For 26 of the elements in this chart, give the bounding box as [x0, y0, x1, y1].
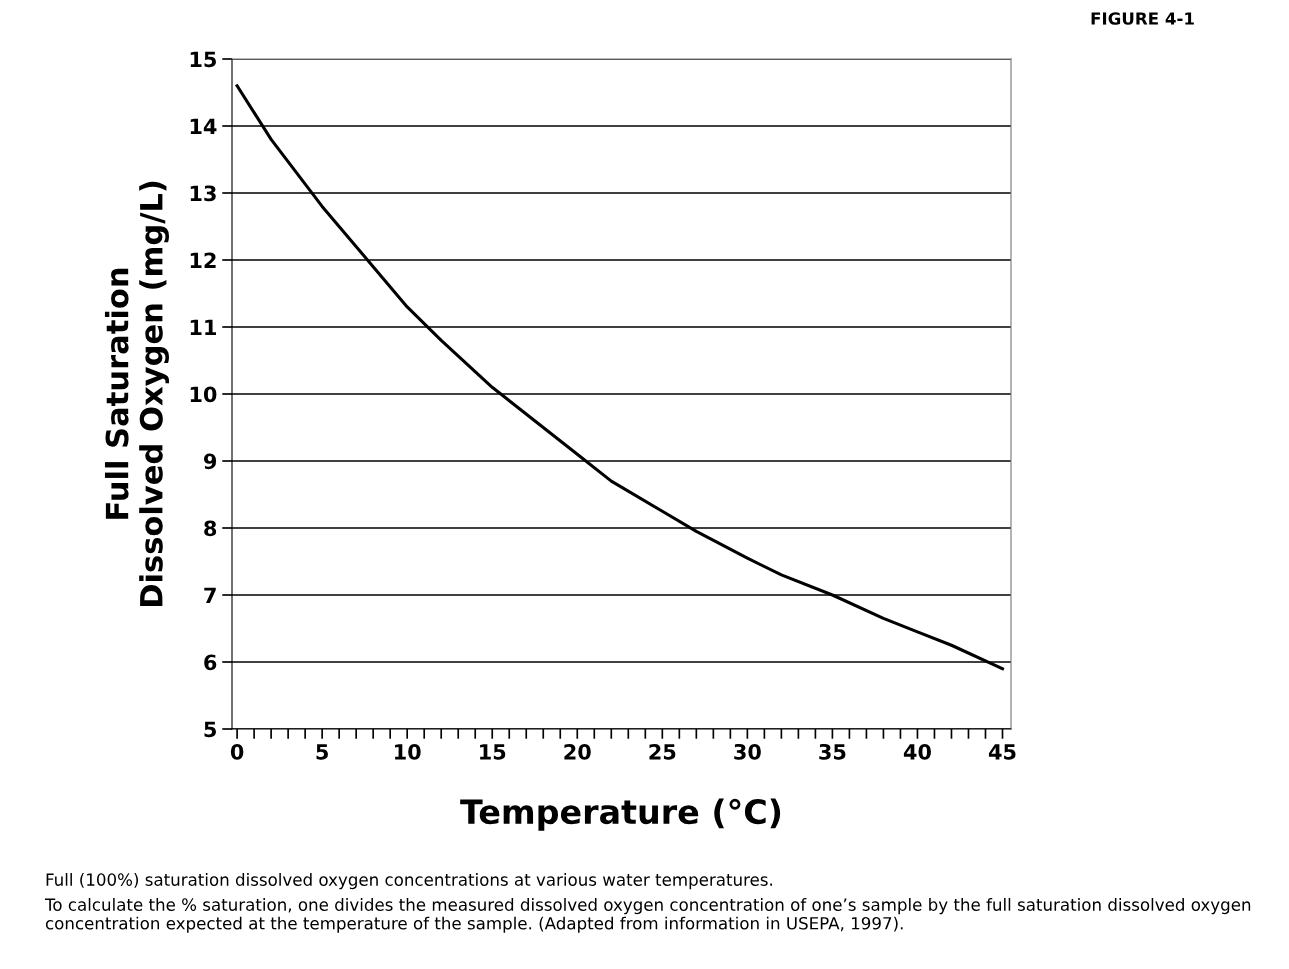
y-tick-label: 6: [204, 654, 217, 671]
text: FIGURE 4-1: [1091, 12, 1194, 25]
x-tick-label: 5: [316, 744, 328, 760]
y-tick-label: 13: [190, 185, 216, 202]
x-tick-label: 25: [649, 743, 676, 760]
y-tick-label: 10: [190, 386, 217, 403]
x-tick-label: 45: [988, 744, 1016, 760]
x-tick-label: 35: [819, 743, 846, 760]
y-tick-label: 12: [190, 252, 216, 268]
y-axis-title: Full Saturation Dissolved Oxygen (mg/L): [104, 181, 169, 607]
y-tick-label: 8: [204, 520, 217, 537]
y-tick-label: 5: [204, 721, 216, 738]
y-tick-label: 9: [204, 453, 217, 470]
text: To calculate the % saturation, one divides the measured dissolved oxygen concentration of one’s sample by the full saturation dissolved oxygen concentration expected at the temperature of the sample. (Adapted from information in USEPA, 1997).: [44, 898, 1251, 933]
y-tick-label: 11: [190, 319, 216, 335]
x-tick-label: 40: [903, 743, 931, 760]
text: Full (100%) saturation dissolved oxygen concentrations at various water temperatures.: [46, 873, 772, 890]
x-tick-label: 10: [395, 743, 421, 760]
y-tick-label: 14: [190, 118, 217, 134]
y-tick-label: 15: [190, 51, 216, 68]
x-axis-title: Temperature (°C): [460, 798, 781, 831]
x-tick-label: 15: [480, 744, 506, 760]
x-tick-label: 20: [564, 743, 591, 760]
x-tick-label: 0: [230, 743, 244, 760]
x-tick-label: 30: [734, 743, 761, 760]
y-tick-label: 7: [204, 587, 216, 603]
